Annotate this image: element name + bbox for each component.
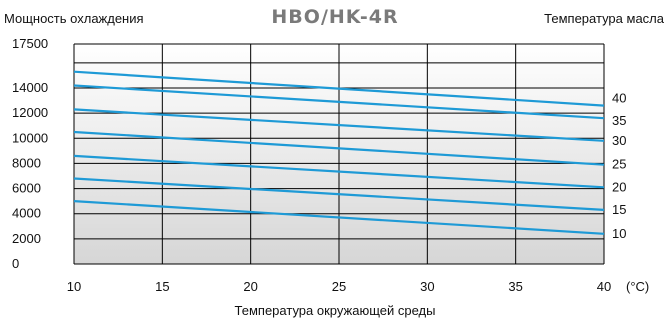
y-tick-label: 8000 xyxy=(12,155,41,170)
x-axis-label: Температура окружающей среды xyxy=(234,303,436,318)
series-line xyxy=(73,108,605,142)
x-tick-label: 30 xyxy=(420,279,434,294)
series-label: 10 xyxy=(612,226,626,241)
x-tick-label: 35 xyxy=(508,279,522,294)
series-line xyxy=(73,70,605,107)
y-tick-label: 12000 xyxy=(12,105,48,120)
y-tick-label: 4000 xyxy=(12,206,41,221)
y-tick-label: 17500 xyxy=(12,36,48,51)
series-lines xyxy=(73,70,605,235)
series-line xyxy=(73,154,605,189)
x-unit-label: (°C) xyxy=(626,279,649,294)
right-axis-label: Температура масла xyxy=(544,11,664,26)
series-label: 40 xyxy=(612,91,626,106)
series-label: 15 xyxy=(612,202,626,217)
y-tick-labels: 0 2000 4000 6000 8000 10000 12000 14000 17500 xyxy=(12,36,48,271)
x-tick-label: 40 xyxy=(597,279,611,294)
y-axis-label: Мощность охлаждения xyxy=(4,11,144,26)
y-tick-label: 2000 xyxy=(12,231,41,246)
series-label: 25 xyxy=(612,157,626,172)
x-tick-label: 15 xyxy=(155,279,169,294)
series-label: 35 xyxy=(612,113,626,128)
y-tick-label: 0 xyxy=(12,256,19,271)
y-tick-label: 10000 xyxy=(12,130,48,145)
y-tick-label: 6000 xyxy=(12,181,41,196)
grid-lines xyxy=(73,43,605,265)
series-labels: 10 15 20 25 30 35 40 xyxy=(612,91,626,241)
x-tick-label: 20 xyxy=(243,279,257,294)
x-tick-label: 10 xyxy=(67,279,81,294)
x-tick-label: 25 xyxy=(332,279,346,294)
series-line xyxy=(73,200,605,235)
chart-title: HBO/HK-4R xyxy=(271,6,399,28)
y-tick-label: 14000 xyxy=(12,80,48,95)
series-line xyxy=(73,84,605,120)
series-line xyxy=(73,177,605,211)
series-line xyxy=(73,130,605,166)
series-label: 20 xyxy=(612,179,626,194)
x-tick-labels: 10 15 20 25 30 35 40 xyxy=(67,279,611,294)
series-label: 30 xyxy=(612,133,626,148)
